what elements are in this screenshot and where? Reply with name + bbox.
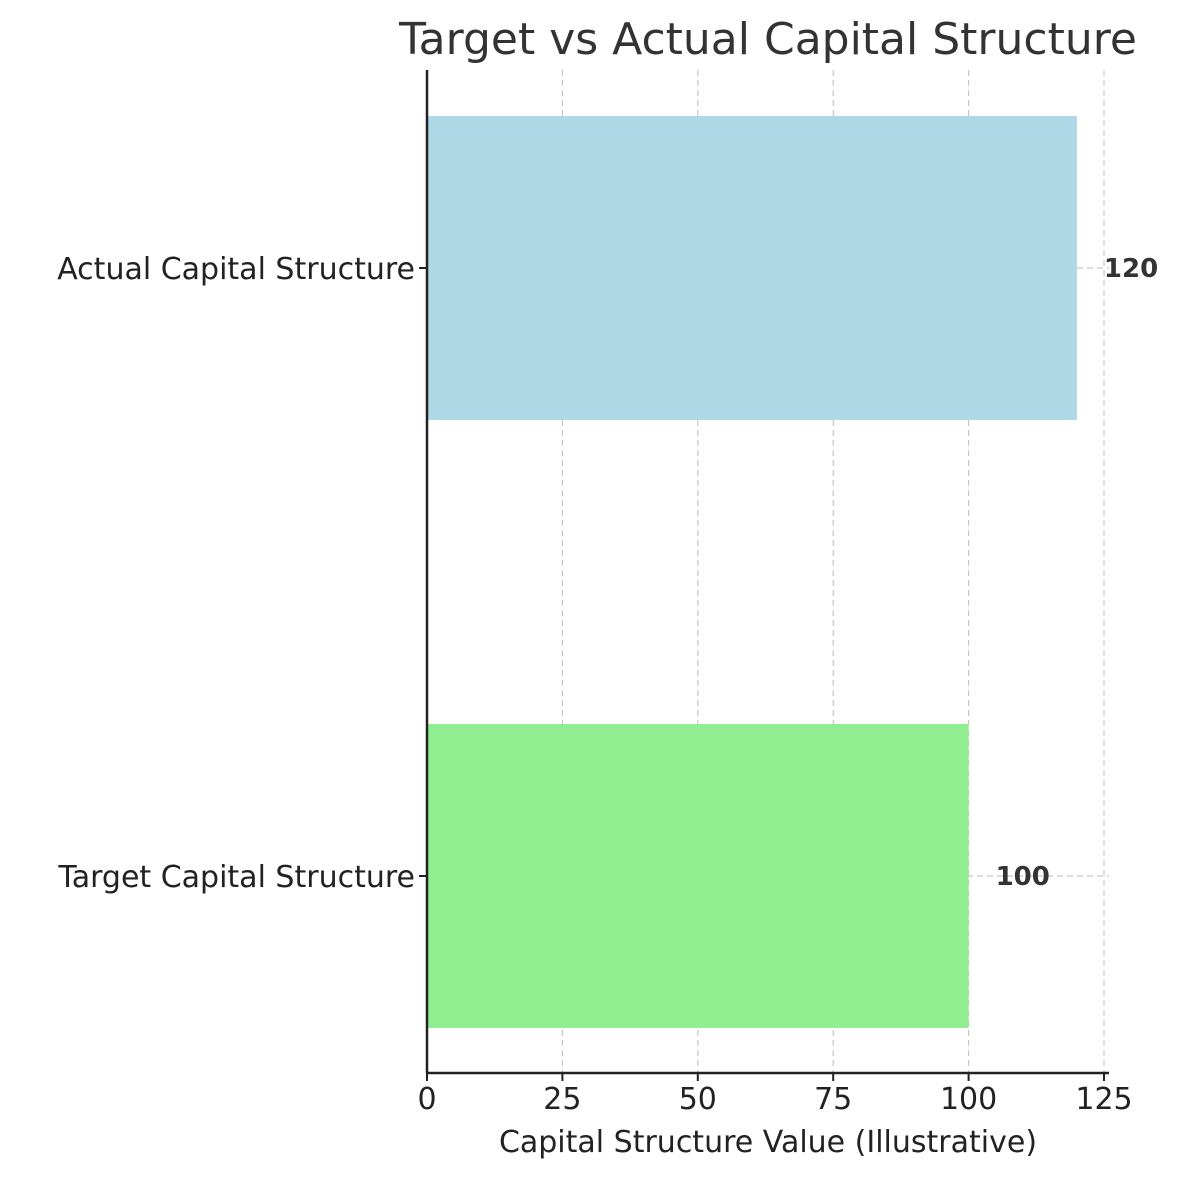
x-tick-label: 0 <box>417 1082 436 1117</box>
y-tick-label: Actual Capital Structure <box>57 252 415 287</box>
x-tick-label: 125 <box>1075 1082 1132 1117</box>
y-tick-label: Target Capital Structure <box>57 860 415 895</box>
bars <box>427 116 1077 1028</box>
bar-target-capital-structure <box>427 724 969 1028</box>
chart-title: Target vs Actual Capital Structure <box>398 14 1137 65</box>
x-tick-label: 75 <box>814 1082 852 1117</box>
axes: 0 25 50 75 100 125 Target Capital Structure Act… <box>57 70 1133 1117</box>
data-labels: 100 120 <box>996 254 1159 892</box>
x-axis-label: Capital Structure Value (Illustrative) <box>499 1125 1037 1160</box>
x-tick-label: 50 <box>679 1082 717 1117</box>
bar-value-label: 120 <box>1104 254 1158 284</box>
x-tick-label: 25 <box>543 1082 581 1117</box>
bar-value-label: 100 <box>996 862 1050 892</box>
x-tick-label: 100 <box>940 1082 997 1117</box>
bar-actual-capital-structure <box>427 116 1077 420</box>
